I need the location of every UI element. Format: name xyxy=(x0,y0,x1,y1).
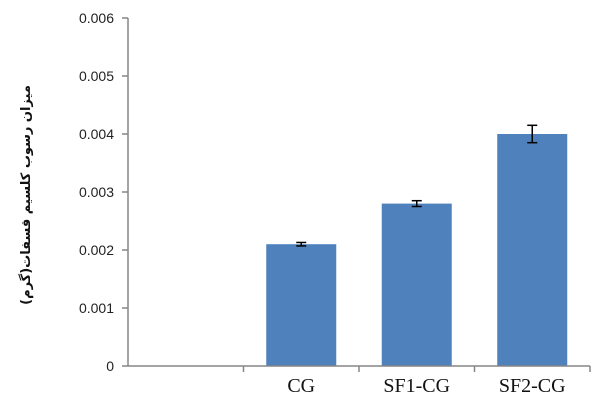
y-tick-label: 0.006 xyxy=(79,10,114,26)
error-bars-group xyxy=(296,124,538,247)
y-tick-label: 0.003 xyxy=(79,184,114,200)
error-bar-cg xyxy=(296,241,307,247)
y-axis-ticks: 0 0.001 0.002 0.003 0.004 0.005 0.006 xyxy=(79,10,128,374)
bar-sf2-cg xyxy=(497,134,568,366)
y-tick-label: 0.005 xyxy=(79,68,114,84)
y-tick-label: 0.001 xyxy=(79,300,114,316)
x-tick-label: CG xyxy=(287,375,315,394)
x-tick-label: SF1-CG xyxy=(383,375,450,394)
bars-group xyxy=(266,134,568,366)
y-axis-label: میزان رسوب کلسیم فسفات(گرم) xyxy=(18,85,34,305)
error-bar-sf1-cg xyxy=(411,199,422,208)
error-bar-sf2-cg xyxy=(527,124,538,144)
x-tick-label: SF2-CG xyxy=(499,375,566,394)
bar-sf1-cg xyxy=(381,203,452,366)
x-axis-labels: CG SF1-CG SF2-CG xyxy=(242,366,591,394)
y-tick-label: 0.002 xyxy=(79,242,114,258)
y-tick-label: 0 xyxy=(106,358,114,374)
bar-cg xyxy=(266,244,337,366)
y-tick-label: 0.004 xyxy=(79,126,114,142)
